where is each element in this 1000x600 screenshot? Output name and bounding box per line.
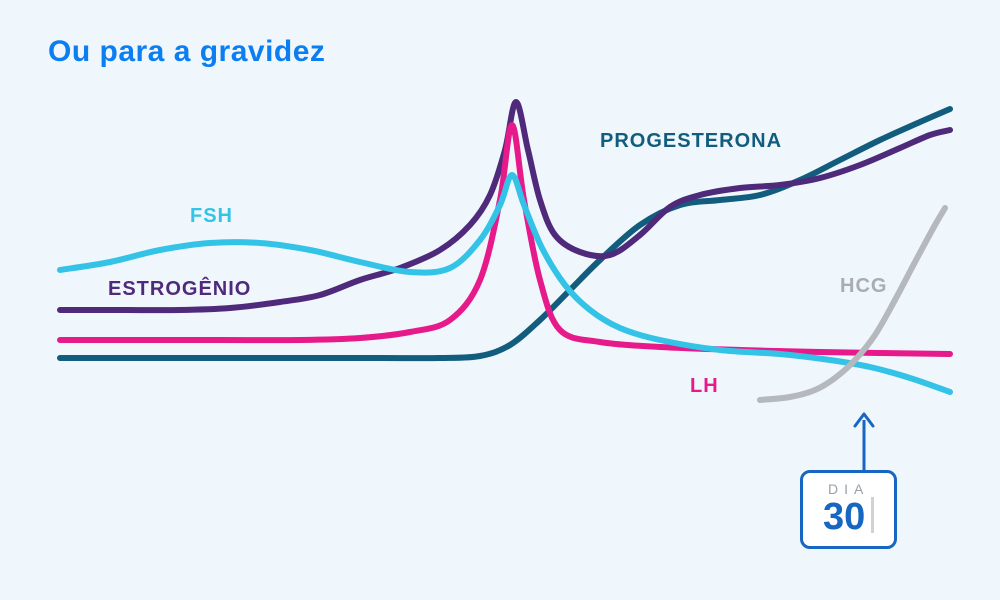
label-fsh: FSH: [190, 205, 233, 228]
day-arrow-icon: [844, 408, 884, 475]
day-indicator-box: DIA 30: [800, 470, 897, 549]
cursor-bar: [871, 497, 874, 533]
label-progesterone: PROGESTERONA: [600, 130, 782, 153]
series-lh: [60, 125, 950, 354]
label-hcg: HCG: [840, 275, 887, 298]
day-label: DIA: [823, 481, 874, 497]
label-lh: LH: [690, 375, 719, 398]
day-number-row: 30: [823, 497, 874, 536]
page-title: Ou para a gravidez: [48, 35, 325, 69]
label-estrogen: ESTROGÊNIO: [108, 278, 251, 301]
series-hcg: [760, 208, 945, 400]
day-number: 30: [823, 496, 865, 538]
